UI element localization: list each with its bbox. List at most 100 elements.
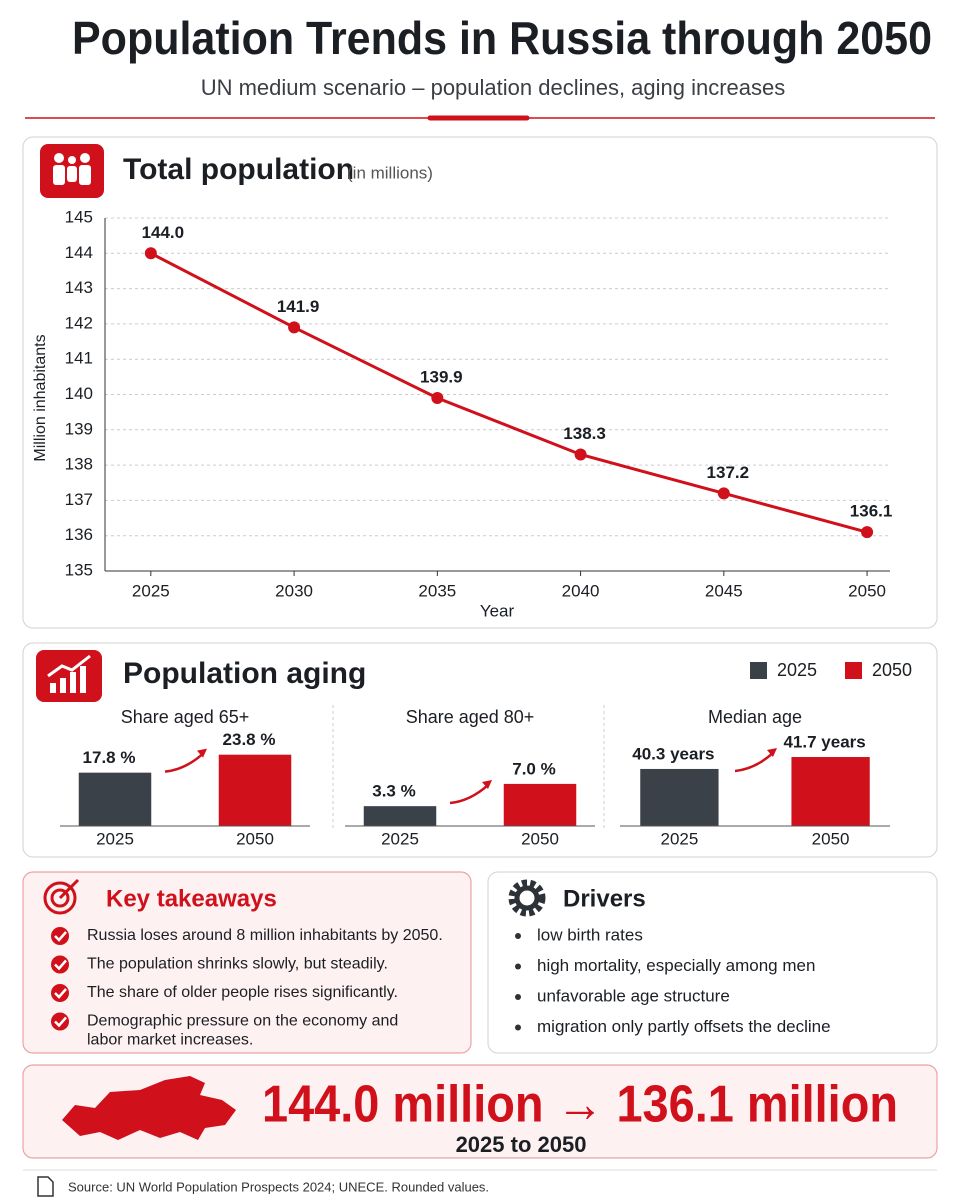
bar: [791, 757, 870, 826]
driver: unfavorable age structure: [537, 986, 730, 1005]
x-tick-label: 2050: [236, 829, 274, 848]
x-tick-label: 2040: [562, 581, 600, 600]
driver: low birth rates: [537, 925, 643, 944]
bullet: [515, 933, 521, 939]
bar: [218, 754, 292, 826]
section-title: Population aging: [123, 657, 366, 690]
check-icon: [51, 984, 69, 1002]
point: [288, 321, 301, 334]
data-label: 138.3: [563, 424, 606, 443]
card: [22, 871, 472, 1054]
bar: [363, 806, 437, 826]
data-label: 139.9: [420, 368, 463, 387]
subtitle: UN medium scenario – population declines…: [201, 75, 786, 100]
x-tick-label: 2035: [418, 581, 456, 600]
bullet: [515, 994, 521, 1000]
title: Population Trends in Russia through 2050: [72, 12, 932, 64]
x-axis-label: Year: [480, 601, 515, 620]
bullet: [515, 963, 521, 970]
point: [431, 392, 444, 405]
x-tick-label: 2025: [96, 829, 134, 848]
chart-title: Share aged 65+: [121, 707, 250, 727]
x-tick-label: 2050: [812, 829, 850, 848]
data-label: 144.0: [142, 223, 185, 242]
y-tick-label: 136: [65, 525, 93, 544]
growth-icon: [47, 654, 91, 693]
data-label: 136.1: [850, 502, 893, 521]
y-axis-label: Million inhabitants: [32, 334, 49, 461]
trend-arrow: [164, 752, 204, 773]
gear-icon: [508, 879, 546, 917]
legend-label: 2050: [872, 660, 912, 680]
chart-title: Median age: [708, 707, 802, 727]
takeaway: labor market increases.: [87, 1032, 253, 1049]
period: 2025 to 2050: [456, 1132, 587, 1157]
y-tick-label: 145: [65, 207, 93, 226]
card: [487, 871, 938, 1054]
check-icon: [51, 955, 69, 974]
icon: [36, 650, 102, 702]
takeaway: Demographic pressure on the economy and: [87, 1013, 398, 1030]
takeaway: The share of older people rises signific…: [87, 984, 398, 1001]
point: [574, 448, 587, 461]
card: [22, 1064, 938, 1159]
card: [22, 136, 938, 629]
point: [144, 247, 157, 260]
x-tick-label: 2025: [381, 829, 419, 848]
line: [150, 251, 868, 534]
x-tick-label: 2045: [705, 581, 743, 600]
y-tick-label: 139: [65, 419, 93, 438]
bar: [640, 768, 719, 826]
takeaway: Russia loses around 8 million inhabitant…: [87, 927, 443, 944]
point: [717, 487, 730, 500]
check-icon: [51, 927, 69, 945]
legend-swatch: [750, 662, 767, 679]
trend-arrow-head: [197, 748, 207, 758]
y-tick-label: 138: [65, 455, 93, 474]
trend-arrow: [734, 752, 774, 773]
driver: high mortality, especially among men: [537, 956, 815, 975]
data-label: 137.2: [707, 463, 750, 482]
data-label: 141.9: [277, 297, 320, 316]
x-tick-label: 2050: [521, 829, 559, 848]
chart-title: Share aged 80+: [406, 707, 535, 727]
data-label: 3.3 %: [372, 782, 415, 801]
data-label: 41.7 years: [783, 733, 865, 752]
people-icon: [53, 153, 91, 185]
y-tick-label: 135: [65, 560, 93, 579]
bar: [78, 772, 152, 826]
y-tick-label: 143: [65, 278, 93, 297]
trend-arrow: [449, 784, 489, 805]
legend-label: 2025: [777, 660, 817, 680]
check-mark: [54, 931, 67, 942]
check-mark: [54, 959, 67, 971]
data-label: 17.8 %: [83, 748, 136, 767]
takeaway: The population shrinks slowly, but stead…: [87, 956, 388, 973]
y-tick-label: 142: [65, 313, 93, 332]
chart-subtitle: (in millions): [347, 163, 433, 182]
check-icon: [51, 1012, 69, 1031]
map-icon: [62, 1076, 236, 1140]
x-tick-label: 2025: [132, 581, 170, 600]
x-tick-label: 2030: [275, 581, 313, 600]
point: [861, 526, 874, 539]
check-mark: [54, 988, 67, 999]
source: Source: UN World Population Prospects 20…: [68, 1179, 489, 1194]
y-tick-label: 137: [65, 490, 93, 509]
chart-title: Total population: [123, 153, 354, 186]
target-icon: [43, 878, 80, 915]
data-label: 23.8 %: [223, 730, 276, 749]
data-label: 40.3 years: [632, 744, 714, 763]
headline: 144.0 million → 136.1 million: [262, 1076, 898, 1134]
legend-swatch: [845, 662, 862, 679]
y-tick-label: 141: [65, 349, 93, 368]
x-tick-label: 2025: [660, 829, 698, 848]
bullet: [515, 1024, 521, 1031]
bar: [503, 783, 577, 826]
y-tick-label: 144: [65, 243, 93, 262]
check-mark: [54, 1016, 67, 1028]
trend-arrow-head: [482, 780, 492, 790]
data-label: 7.0 %: [512, 759, 555, 778]
